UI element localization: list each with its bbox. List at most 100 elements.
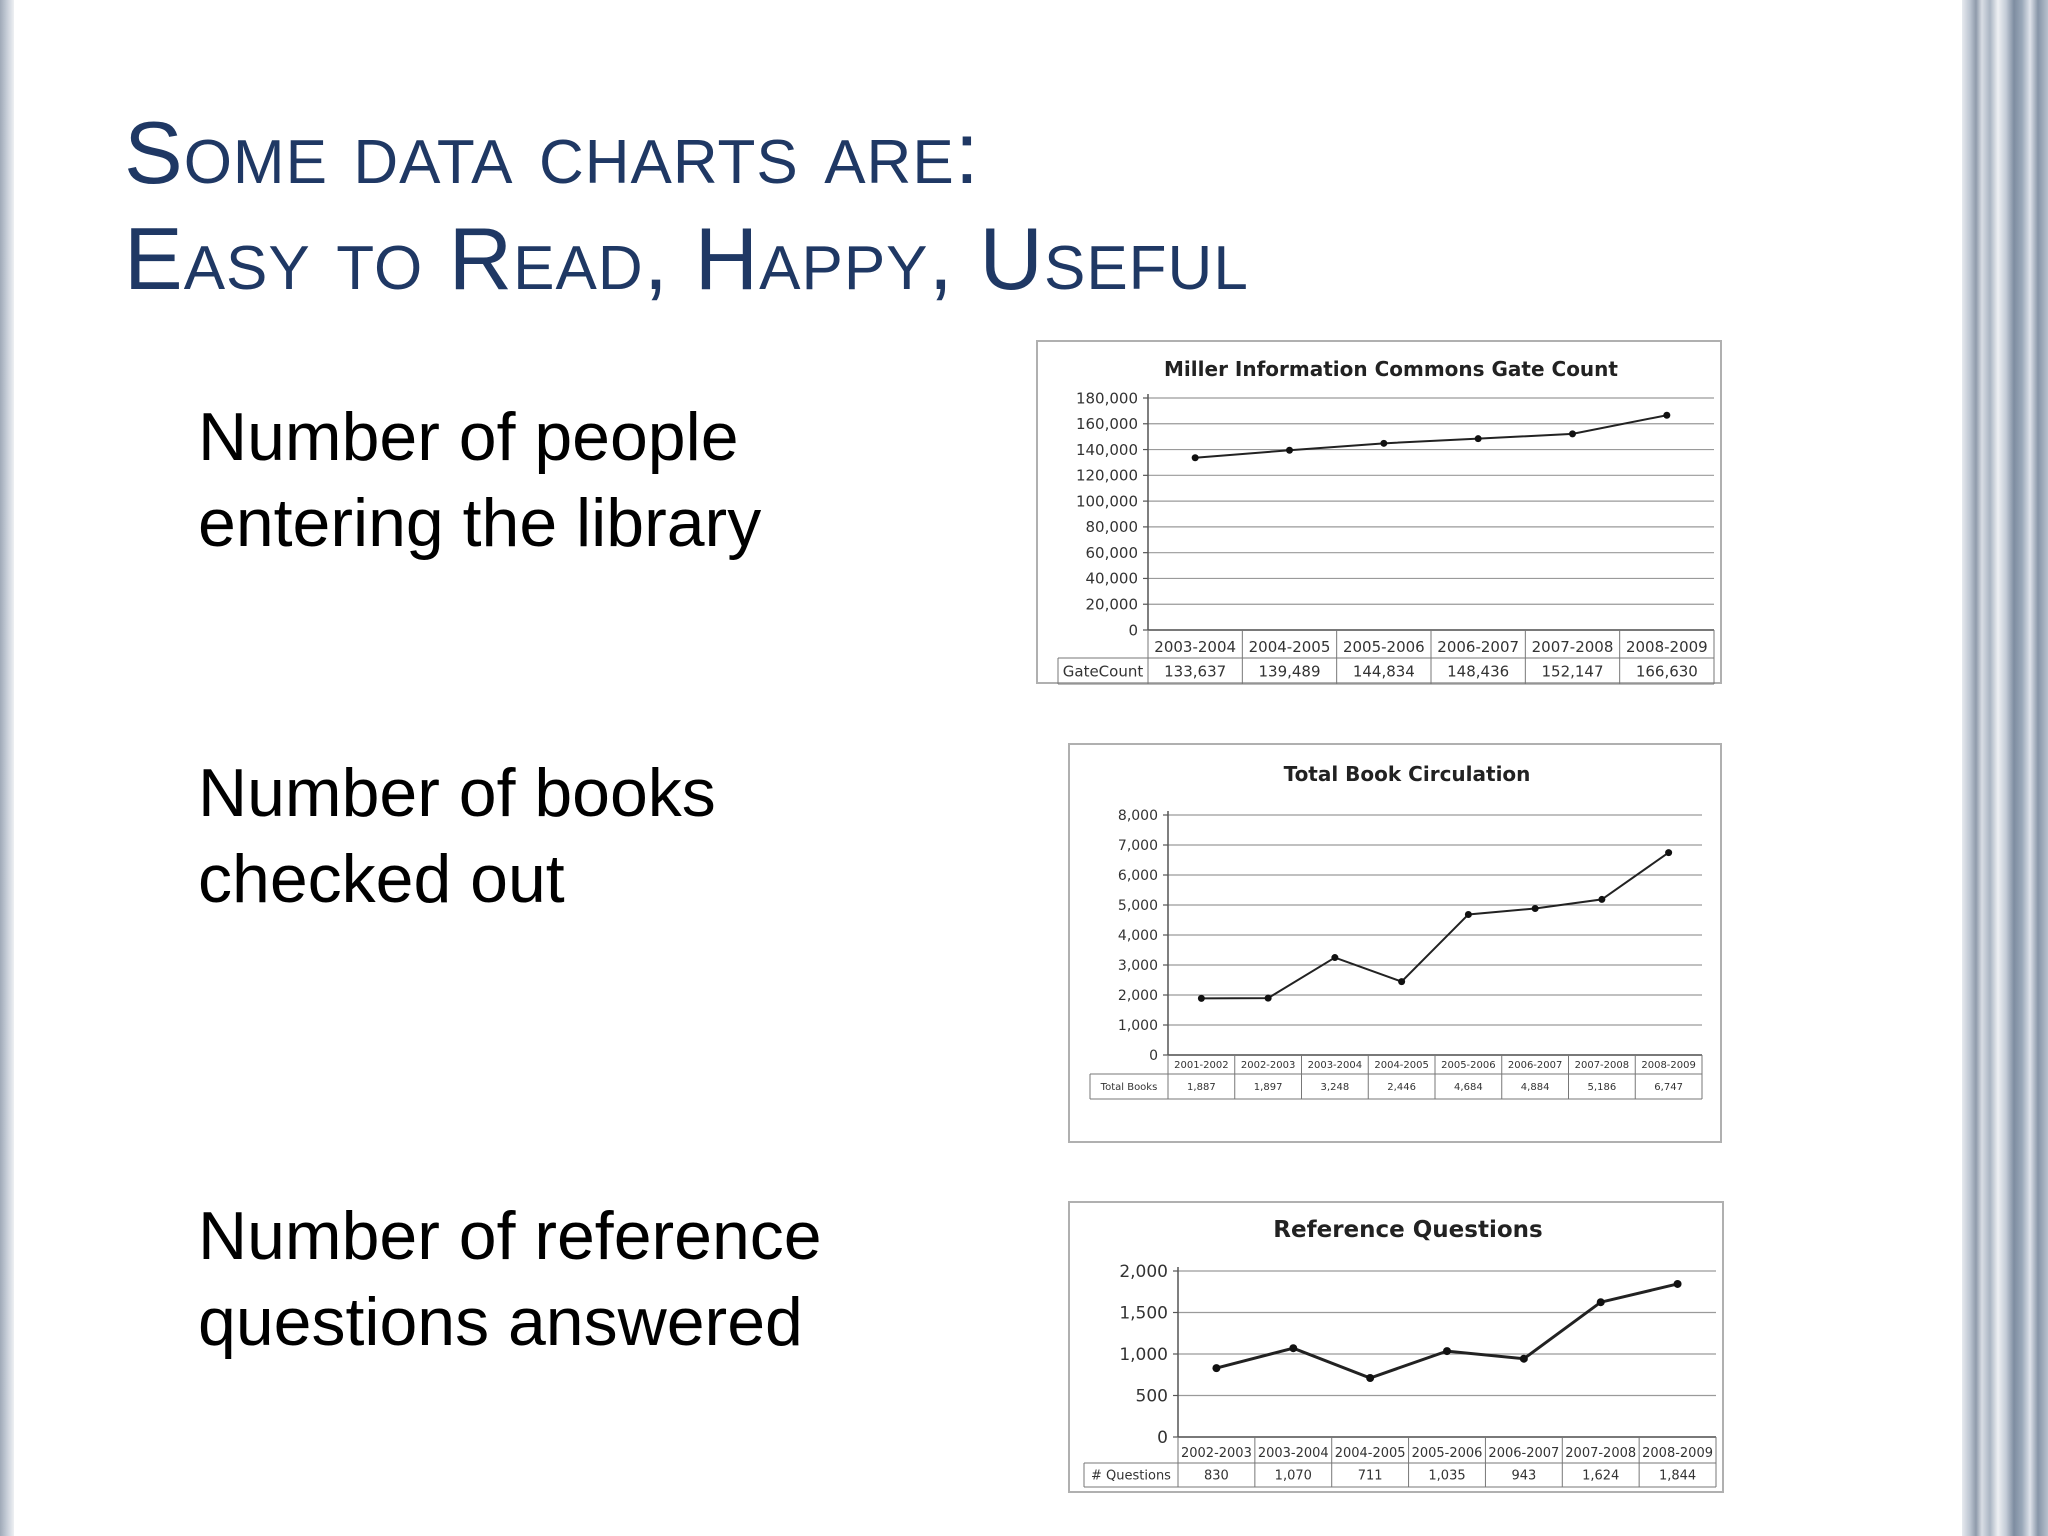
gate-count-category-label: 2006-2007 [1437, 638, 1519, 656]
book-circulation-data-point [1531, 904, 1539, 912]
reference-questions-value-label: 943 [1511, 1469, 1536, 1484]
book-circulation-ytick-label: 1,000 [1118, 1018, 1158, 1034]
reference-questions-data-point [1443, 1347, 1451, 1356]
gate-count-value-label: 148,436 [1447, 662, 1509, 680]
gate-count-data-point [1380, 439, 1388, 447]
book-circulation-value-label: 1,887 [1187, 1082, 1216, 1093]
gate-count-series-name: GateCount [1063, 662, 1144, 680]
gate-count-value-label: 152,147 [1541, 662, 1603, 680]
reference-questions-series-name: # Questions [1091, 1469, 1171, 1484]
book-circulation-data-point [1665, 849, 1673, 857]
gate-count-ytick-label: 100,000 [1076, 492, 1138, 510]
book-circulation-title: Total Book Circulation [1284, 762, 1531, 786]
reference-questions-chart: Reference Questions 2,000 1,500 1,000 500 0 # … [1068, 1201, 1724, 1493]
book-circulation-value-label: 1,897 [1254, 1082, 1283, 1093]
gate-count-category-label: 2004-2005 [1249, 638, 1331, 656]
reference-questions-category-label: 2002-2003 [1181, 1446, 1252, 1461]
reference-questions-data-point [1212, 1364, 1221, 1373]
book-circulation-ytick-label: 2,000 [1118, 988, 1158, 1004]
book-circulation-category-label: 2008-2009 [1641, 1060, 1696, 1071]
book-circulation-data-point [1398, 978, 1406, 986]
book-circulation-ytick-label: 6,000 [1118, 868, 1158, 884]
gate-count-ytick-label: 40,000 [1086, 570, 1139, 588]
gate-count-data-point [1569, 430, 1576, 438]
book-circulation-category-label: 2001-2002 [1174, 1060, 1229, 1071]
gate-count-ytick-label: 80,000 [1086, 518, 1139, 536]
reference-questions-ytick-label: 2,000 [1119, 1262, 1168, 1282]
slide-right-border [1962, 0, 2048, 1536]
gate-count-ytick-label: 0 [1128, 621, 1138, 639]
gate-count-value-label: 133,637 [1164, 662, 1226, 680]
gate-count-data-point [1191, 454, 1199, 462]
gate-count-series-line [1195, 414, 1668, 459]
gate-count-ytick-label: 140,000 [1076, 441, 1138, 459]
gate-count-category-label: 2008-2009 [1626, 638, 1708, 656]
reference-questions-value-label: 1,035 [1428, 1469, 1465, 1484]
slide-left-border [0, 0, 14, 1536]
reference-questions-ytick-label: 0 [1157, 1428, 1168, 1448]
reference-questions-title: Reference Questions [1273, 1217, 1542, 1243]
reference-questions-label: Number of reference questions answered [198, 1193, 938, 1365]
book-circulation-ytick-label: 0 [1149, 1048, 1158, 1064]
reference-questions-label-line2: questions answered [198, 1284, 803, 1360]
book-circulation-category-label: 2006-2007 [1508, 1060, 1563, 1071]
book-circulation-category-label: 2003-2004 [1308, 1060, 1363, 1071]
book-circulation-value-label: 6,747 [1654, 1082, 1683, 1093]
reference-questions-value-label: 1,070 [1275, 1469, 1312, 1484]
gate-count-label-line1: Number of people [198, 399, 739, 475]
gate-count-label: Number of people entering the library [198, 394, 938, 566]
gate-count-value-label: 166,630 [1636, 662, 1698, 680]
reference-questions-data-point [1519, 1354, 1528, 1363]
reference-questions-category-label: 2003-2004 [1258, 1446, 1329, 1461]
reference-questions-value-label: 1,844 [1659, 1469, 1696, 1484]
gate-count-data-point [1474, 435, 1482, 443]
gate-count-ytick-label: 20,000 [1086, 595, 1139, 613]
gate-count-title: Miller Information Commons Gate Count [1164, 357, 1618, 381]
book-circulation-ytick-label: 3,000 [1118, 958, 1158, 974]
book-circulation-data-point [1264, 994, 1272, 1002]
reference-questions-category-label: 2005-2006 [1412, 1446, 1483, 1461]
book-circulation-value-label: 4,884 [1521, 1082, 1550, 1093]
gate-count-category-label: 2003-2004 [1154, 638, 1236, 656]
book-circulation-data-point [1598, 895, 1606, 903]
gate-count-category-label: 2005-2006 [1343, 638, 1425, 656]
book-circulation-label: Number of books checked out [198, 750, 938, 922]
book-circulation-value-label: 3,248 [1321, 1082, 1350, 1093]
book-circulation-ytick-label: 5,000 [1118, 898, 1158, 914]
reference-questions-data-point [1289, 1344, 1298, 1353]
gate-count-ytick-label: 160,000 [1076, 415, 1138, 433]
book-circulation-data-point [1464, 910, 1472, 918]
reference-questions-ytick-label: 500 [1136, 1386, 1168, 1406]
book-circulation-svg: Total Book Circulation 8,000 7,000 6,000 5,0… [1089, 762, 1703, 1100]
book-circulation-category-label: 2007-2008 [1575, 1060, 1630, 1071]
gate-count-svg: Miller Information Commons Gate Count 180… [1057, 357, 1715, 685]
gate-count-label-line2: entering the library [198, 485, 762, 561]
book-circulation-value-label: 4,684 [1454, 1082, 1483, 1093]
reference-questions-category-label: 2004-2005 [1335, 1446, 1406, 1461]
reference-questions-data-point [1366, 1373, 1375, 1382]
reference-questions-data-point [1673, 1279, 1682, 1288]
gate-count-value-label: 139,489 [1258, 662, 1320, 680]
slide-title-line2: Easy to Read, Happy, Useful [124, 209, 1249, 308]
book-circulation-label-line2: checked out [198, 841, 565, 917]
reference-questions-category-label: 2008-2009 [1642, 1446, 1713, 1461]
slide-title-line1: Some data charts are: [124, 103, 981, 202]
reference-questions-svg: Reference Questions 2,000 1,500 1,000 500 0 # … [1083, 1217, 1717, 1488]
reference-questions-ytick-label: 1,500 [1119, 1303, 1168, 1323]
book-circulation-category-label: 2002-2003 [1241, 1060, 1296, 1071]
book-circulation-series-name: Total Books [1100, 1082, 1158, 1093]
reference-questions-ytick-label: 1,000 [1119, 1345, 1168, 1365]
gate-count-data-point [1663, 411, 1671, 419]
book-circulation-category-label: 2004-2005 [1374, 1060, 1429, 1071]
book-circulation-data-point [1331, 954, 1339, 962]
reference-questions-series-line [1216, 1282, 1678, 1380]
gate-count-ytick-label: 180,000 [1076, 389, 1138, 407]
reference-questions-value-label: 711 [1358, 1469, 1383, 1484]
gate-count-ytick-label: 120,000 [1076, 467, 1138, 485]
gate-count-ytick-label: 60,000 [1086, 544, 1139, 562]
reference-questions-category-label: 2007-2008 [1565, 1446, 1636, 1461]
reference-questions-value-label: 830 [1204, 1469, 1229, 1484]
reference-questions-value-label: 1,624 [1582, 1469, 1619, 1484]
book-circulation-ytick-label: 8,000 [1118, 808, 1158, 824]
book-circulation-value-label: 2,446 [1387, 1082, 1416, 1093]
